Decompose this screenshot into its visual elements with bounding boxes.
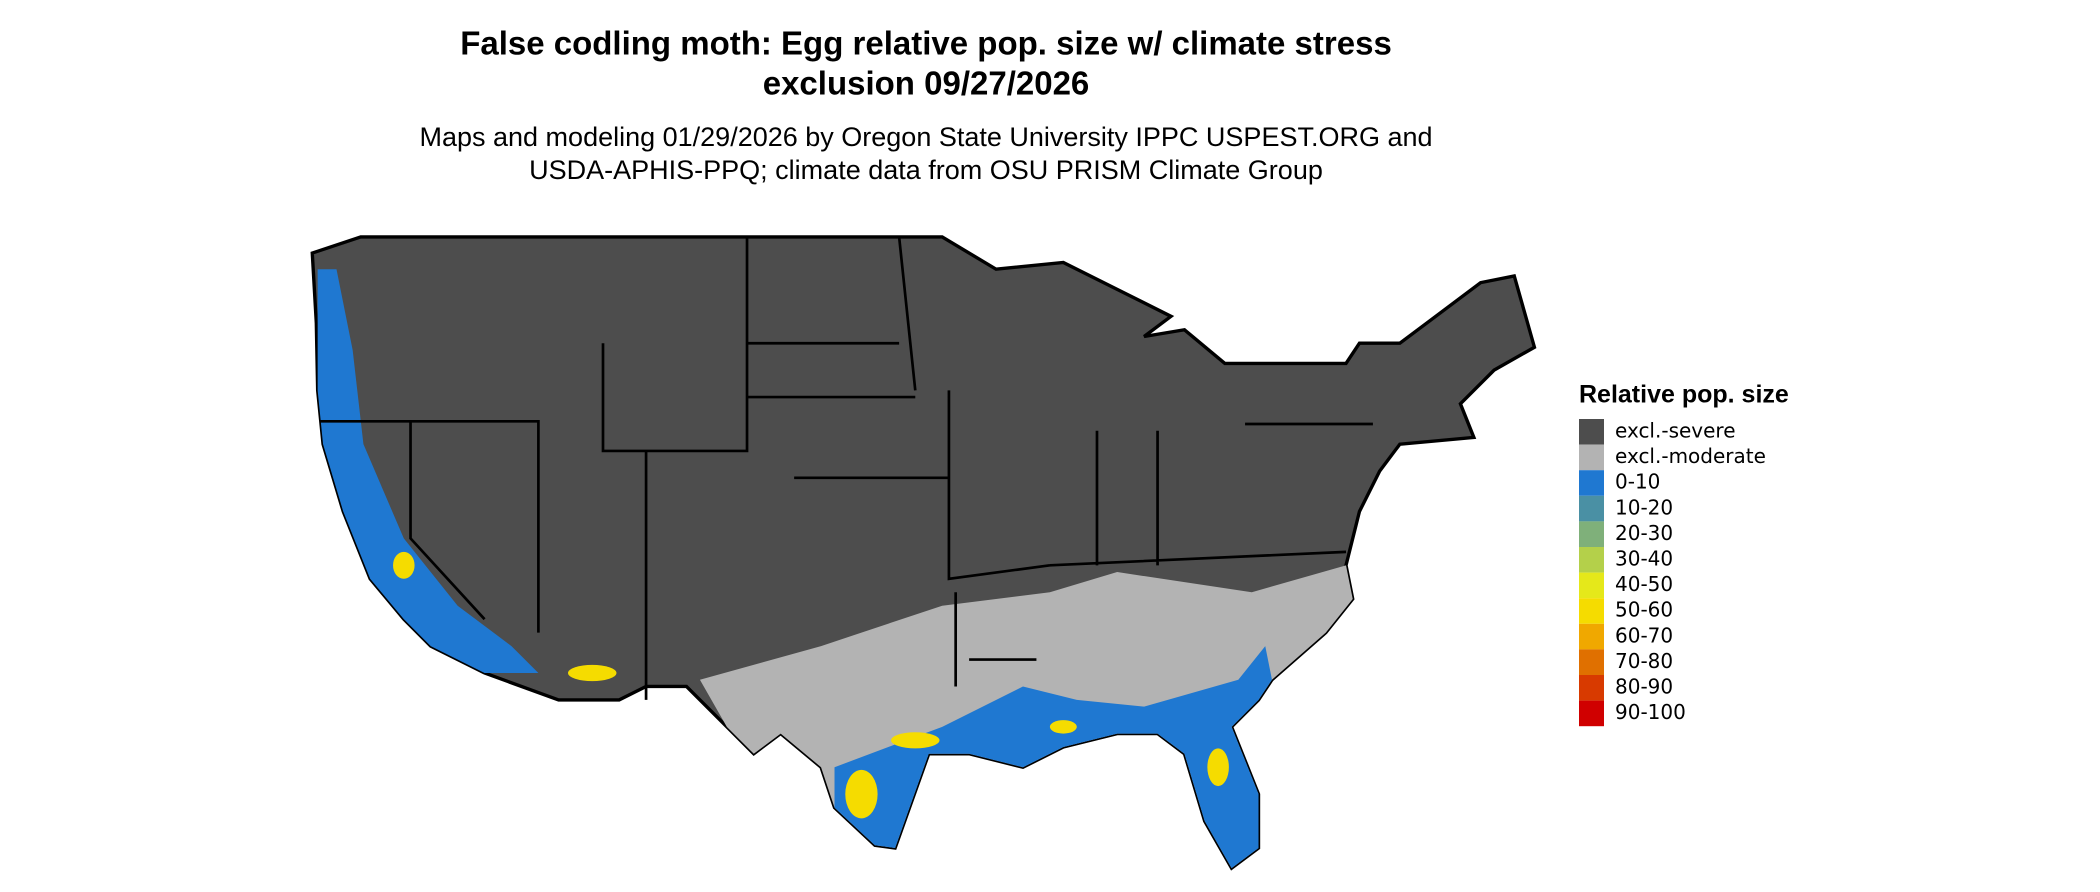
legend-swatch [1579,547,1604,573]
legend-label: 10-20 [1615,495,1673,519]
hotspots [393,551,1229,819]
legend-label: 30-40 [1615,547,1673,571]
legend-label: 90-100 [1615,700,1686,724]
legend-swatch [1579,521,1604,547]
legend-label: 50-60 [1615,598,1673,622]
title: exclusion 09/27/2026 [763,65,1090,102]
legend-label: 0-10 [1615,470,1660,494]
legend-label: excl.-severe [1615,419,1736,443]
legend-swatch [1579,675,1604,701]
legend-label: 20-30 [1615,521,1673,545]
legend: excl.-severeexcl.-moderate0-1010-2020-30… [1579,419,1766,727]
west-coast [317,269,539,673]
legend-swatch [1579,572,1604,599]
legend-swatch [1579,495,1604,522]
legend-label: 60-70 [1615,623,1673,647]
legend-swatch [1579,598,1604,624]
map [310,235,1537,871]
subtitle: USDA-APHIS-PPQ; climate data from OSU PR… [529,155,1323,185]
title: False codling moth: Egg relative pop. si… [460,25,1392,62]
legend-label: excl.-moderate [1615,444,1766,468]
legend-swatch [1579,419,1604,445]
state-lines [320,236,1373,700]
us-outline [310,235,1537,871]
legend-swatch [1579,649,1604,675]
legend-swatch [1579,623,1604,650]
legend-swatch [1579,700,1604,727]
legend-label: 70-80 [1615,649,1673,673]
subtitle: Maps and modeling 01/29/2026 by Oregon S… [419,122,1432,152]
gulf-coast [834,646,1272,869]
legend-swatch [1579,444,1604,471]
legend-title: Relative pop. size [1579,381,1789,409]
legend-label: 40-50 [1615,572,1673,596]
legend-swatch [1579,470,1604,496]
legend-label: 80-90 [1615,675,1673,699]
